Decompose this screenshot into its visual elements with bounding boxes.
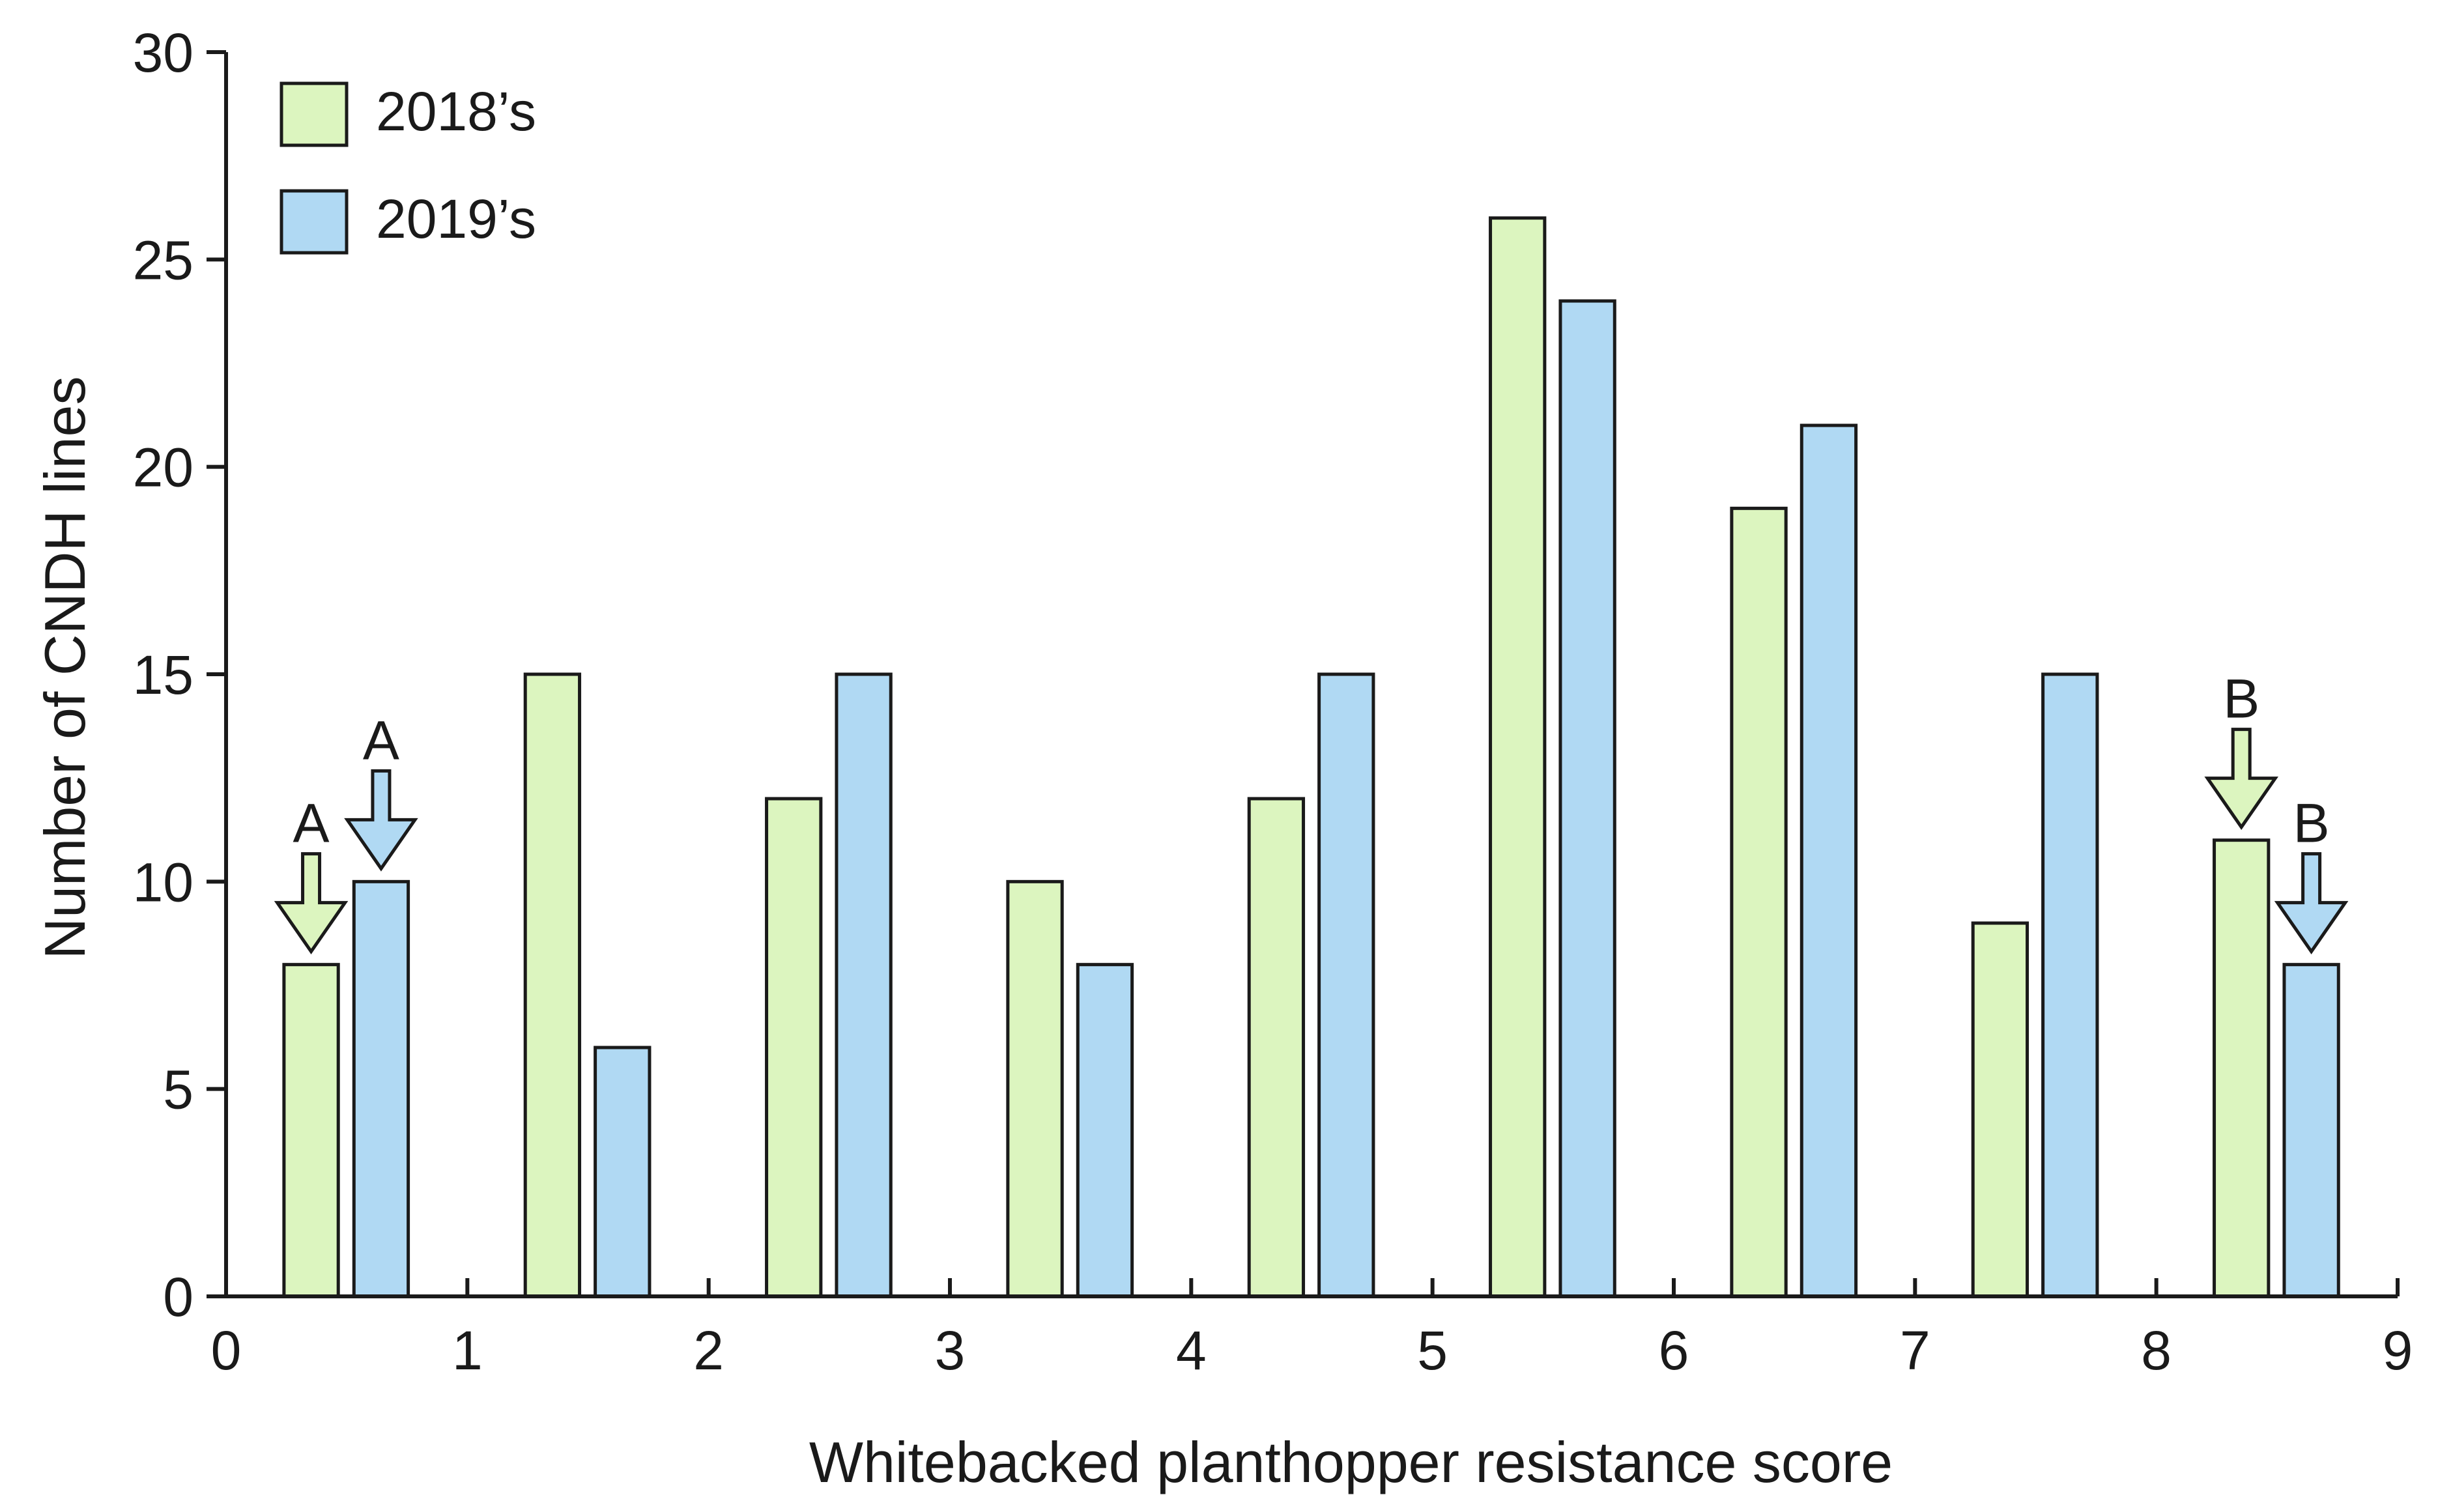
bar-2019-bin-3-4 [1076, 963, 1134, 1298]
x-tick-label-7: 7 [1900, 1320, 1930, 1381]
y-tick-label-10: 10 [133, 851, 194, 913]
x-axis-title: Whitebacked planthopper resistance score [809, 1430, 1893, 1494]
x-tick-label-9: 9 [2383, 1320, 2413, 1381]
bar-2019-bin-6-7 [1800, 423, 1858, 1298]
bar-2019-bin-7-8 [2041, 672, 2099, 1298]
bar-2018-bin-6-7 [1730, 506, 1788, 1298]
x-tick-label-5: 5 [1417, 1320, 1448, 1381]
bar-2018-bin-3-4 [1006, 879, 1064, 1298]
y-tick-label-5: 5 [163, 1059, 194, 1120]
bar-2019-bin-0-1 [352, 879, 410, 1298]
bar-2018-bin-4-5 [1247, 797, 1306, 1298]
annotation-label-a-0: A [293, 793, 330, 854]
legend-swatch-2018 [280, 81, 349, 147]
x-tick-label-4: 4 [1176, 1320, 1207, 1381]
annotation-arrow-a-0 [274, 852, 349, 955]
x-tick-label-6: 6 [1659, 1320, 1689, 1381]
bar-2019-bin-4-5 [1317, 672, 1375, 1298]
bar-2018-bin-0-1 [282, 963, 340, 1298]
annotation-label-b-3: B [2293, 793, 2330, 854]
legend-label-2019: 2019’s [376, 188, 536, 250]
y-tick-label-25: 25 [133, 229, 194, 291]
bar-2019-bin-5-6 [1558, 299, 1616, 1298]
bar-2019-bin-2-3 [835, 672, 893, 1298]
bars-layer [282, 216, 2340, 1298]
annotation-label-a-1: A [363, 709, 399, 771]
bar-2018-bin-2-3 [765, 797, 823, 1298]
y-tick-label-15: 15 [133, 644, 194, 706]
bar-2019-bin-1-2 [594, 1046, 652, 1298]
x-tick-label-8: 8 [2141, 1320, 2172, 1381]
y-tick-label-30: 30 [133, 22, 194, 83]
legend-label-2018: 2018’s [376, 81, 536, 142]
x-tick-label-2: 2 [693, 1320, 724, 1381]
bar-2019-bin-8-9 [2282, 963, 2340, 1298]
bar-2018-bin-5-6 [1489, 216, 1547, 1298]
annotations-layer: AA B B [274, 668, 2349, 955]
bar-2018-bin-7-8 [1971, 921, 2029, 1298]
annotation-arrow-b-2 [2204, 728, 2278, 831]
legend-swatch-2019 [280, 189, 349, 255]
annotation-label-b-2: B [2223, 668, 2259, 730]
legend: 2018’s 2019’s [280, 81, 536, 255]
bar-2018-bin-8-9 [2213, 838, 2271, 1298]
annotation-arrow-b-3 [2274, 852, 2349, 955]
x-tick-label-3: 3 [935, 1320, 966, 1381]
annotation-arrow-a-1 [344, 769, 418, 872]
ticks-layer: 0 1 2 3 4 5 6 7 8 9 0 5 10 15 20 25 30 [133, 22, 2413, 1381]
y-tick-label-0: 0 [163, 1266, 194, 1328]
x-tick-label-0: 0 [211, 1320, 242, 1381]
y-tick-label-20: 20 [133, 437, 194, 498]
y-axis-title: Number of CNDH lines [33, 377, 97, 960]
bar-2018-bin-1-2 [523, 672, 582, 1298]
x-tick-label-1: 1 [452, 1320, 483, 1381]
